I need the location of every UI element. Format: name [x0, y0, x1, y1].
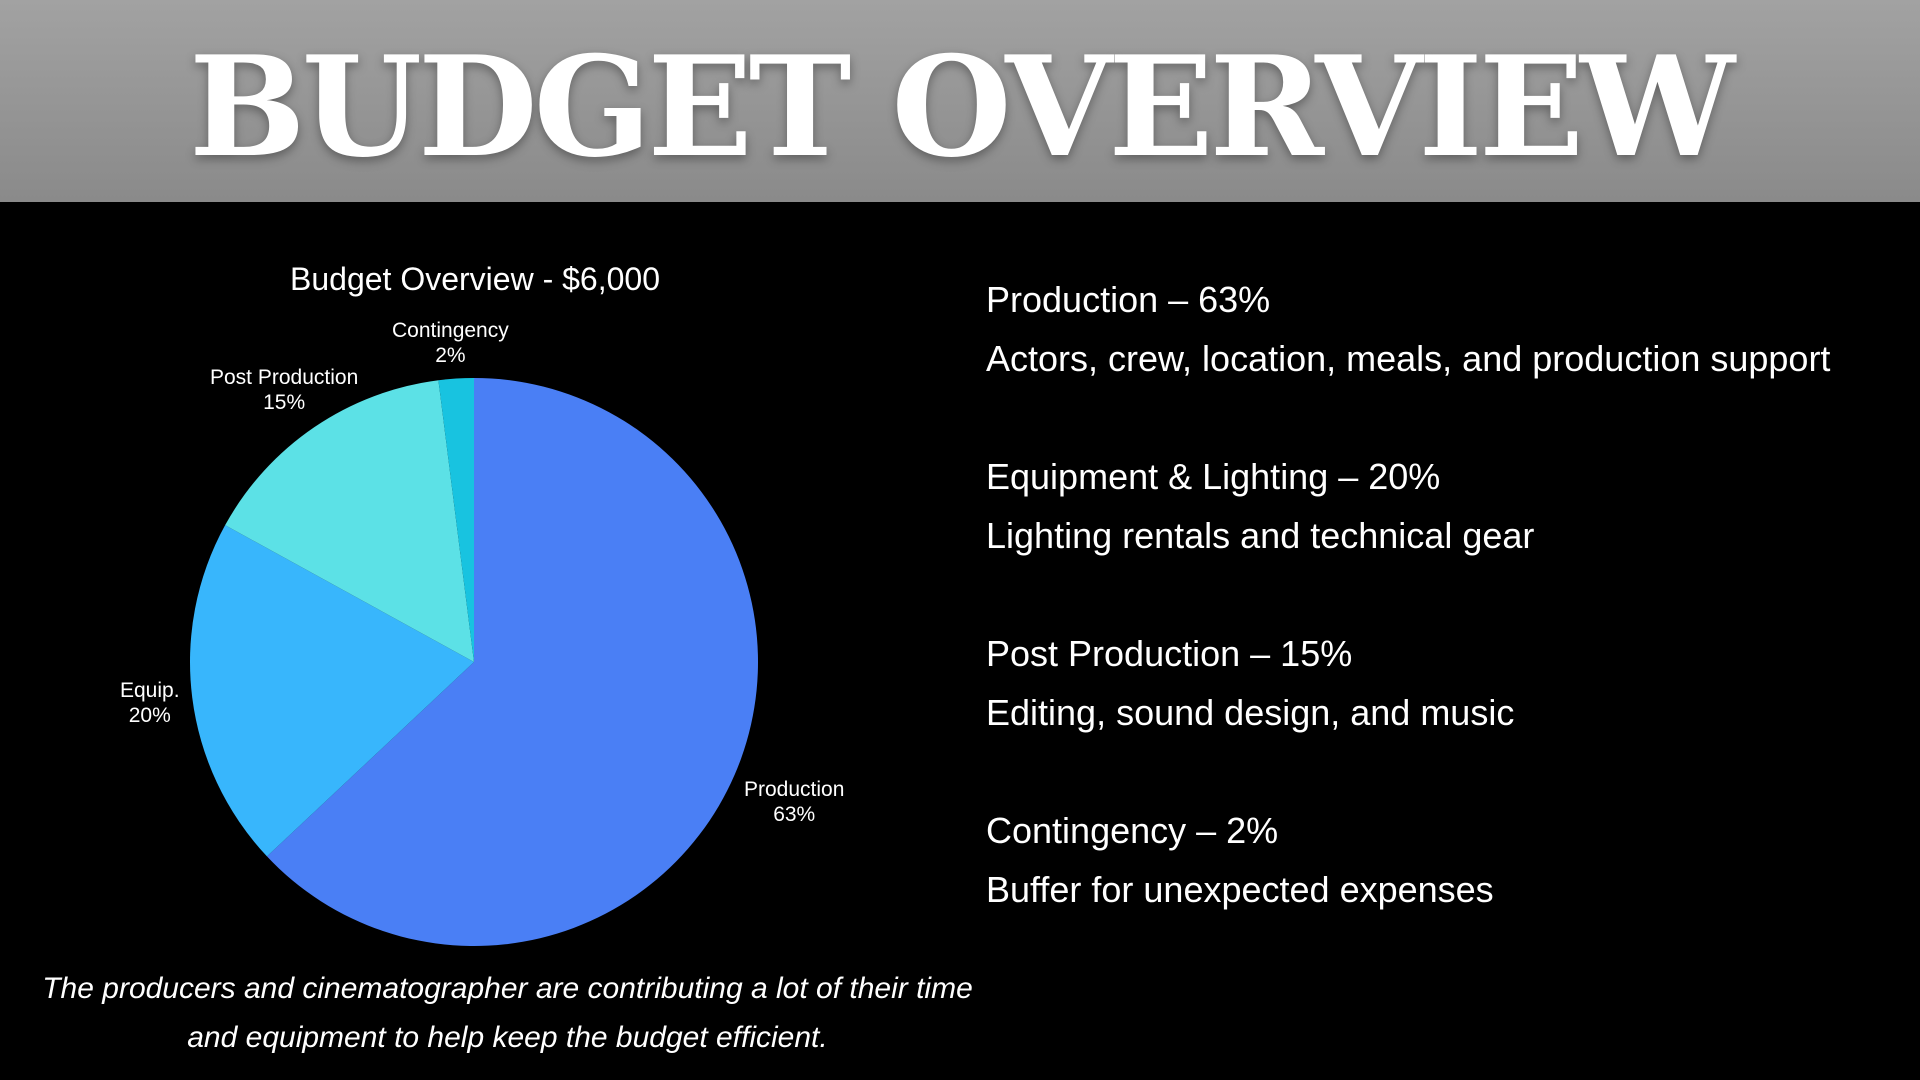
slice-label-contingency-name: Contingency [392, 319, 509, 342]
breakdown-item-contingency: Contingency – 2% Buffer for unexpected e… [986, 801, 1846, 919]
chart-title: Budget Overview - $6,000 [290, 261, 660, 297]
breakdown-heading: Equipment & Lighting – 20% [986, 456, 1441, 497]
pie-chart-svg [189, 378, 758, 946]
page-title: BUDGET OVERVIEW [188, 25, 1735, 188]
breakdown-description: Editing, sound design, and music [986, 692, 1515, 733]
breakdown-item-post-production: Post Production – 15% Editing, sound des… [986, 624, 1846, 742]
pie-slice-equipment [189, 525, 474, 857]
pie-slice-contingency [438, 378, 474, 662]
slice-label-production-name: Production [744, 778, 845, 801]
slice-label-equipment-value: 20% [128, 704, 171, 727]
slice-label-equipment-name: Equip. [120, 679, 180, 702]
breakdown-description: Actors, crew, location, meals, and produ… [986, 338, 1831, 379]
breakdown-description: Buffer for unexpected expenses [986, 869, 1494, 910]
breakdown-heading: Contingency – 2% [986, 810, 1279, 851]
breakdown-description: Lighting rentals and technical gear [986, 515, 1535, 556]
slice-label-production: Production 63% [744, 777, 844, 827]
slice-label-equipment: Equip. 20% [120, 678, 180, 728]
breakdown-heading: Post Production – 15% [986, 633, 1353, 674]
slice-label-post-production-value: 15% [263, 391, 306, 414]
budget-breakdown: Production – 63% Actors, crew, location,… [986, 270, 1846, 978]
slice-label-production-value: 63% [773, 803, 816, 826]
pie-chart: Budget Overview - $6,000 Production 63% … [0, 202, 973, 1080]
chart-caption: The producers and cinematographer are co… [42, 972, 973, 1054]
pie-slices [189, 378, 758, 946]
header-banner: BUDGET OVERVIEW [0, 0, 1920, 202]
slice-label-post-production: Post Production 15% [210, 365, 358, 415]
breakdown-item-production: Production – 63% Actors, crew, location,… [986, 270, 1846, 388]
slice-label-contingency: Contingency 2% [392, 318, 509, 368]
slice-label-post-production-name: Post Production [210, 366, 359, 389]
pie-slice-post-production [225, 380, 474, 662]
breakdown-heading: Production – 63% [986, 279, 1271, 320]
pie-slice-production [266, 378, 758, 946]
slice-label-contingency-value: 2% [435, 344, 466, 367]
breakdown-item-equipment: Equipment & Lighting – 20% Lighting rent… [986, 447, 1846, 565]
